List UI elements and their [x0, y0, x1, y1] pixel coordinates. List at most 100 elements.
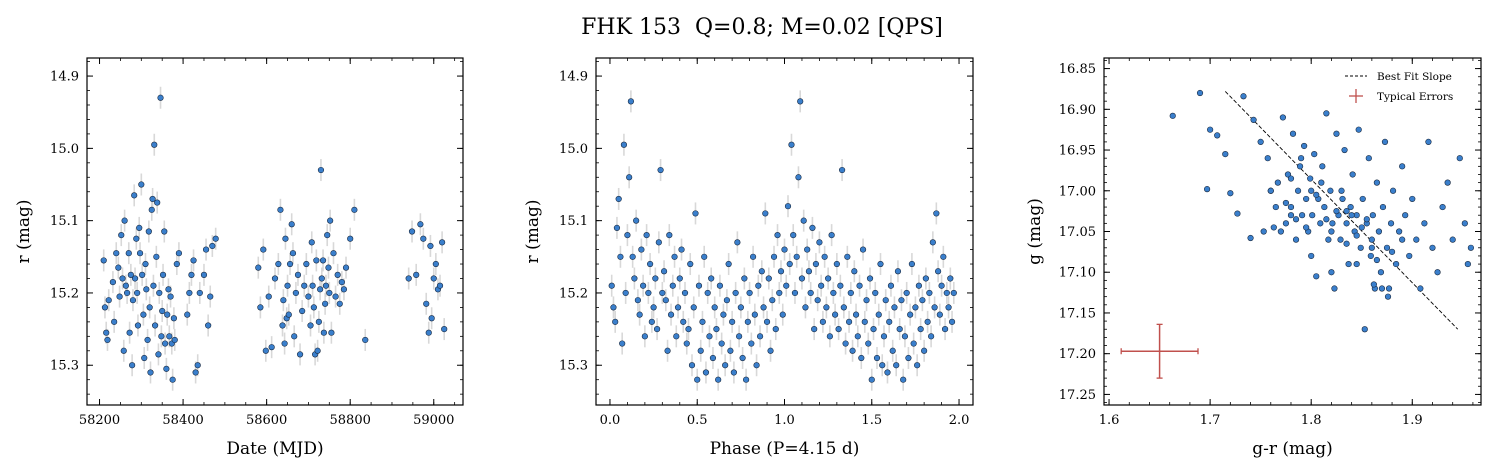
- data-point: [809, 224, 816, 231]
- data-point: [704, 289, 711, 297]
- data-point: [1370, 281, 1377, 288]
- data-point: [608, 282, 615, 289]
- data-point: [260, 246, 267, 253]
- data-point: [408, 228, 416, 235]
- data-point: [732, 289, 739, 297]
- y-tick-label: 15.3: [559, 359, 588, 374]
- data-point: [113, 250, 120, 257]
- data-point: [120, 347, 127, 354]
- data-point: [945, 304, 952, 311]
- data-point: [818, 282, 825, 289]
- data-point: [643, 232, 650, 239]
- data-point: [279, 322, 286, 329]
- y-tick-label: 15.3: [50, 359, 79, 374]
- x-tick-label: 2.0: [949, 413, 970, 428]
- data-point: [699, 318, 706, 325]
- data-point: [852, 311, 860, 318]
- data-point: [1467, 244, 1474, 251]
- data-point: [351, 206, 358, 213]
- data-point: [1434, 269, 1441, 276]
- data-point: [884, 369, 891, 376]
- data-point: [334, 271, 341, 278]
- data-point: [1292, 216, 1300, 223]
- data-point: [756, 333, 764, 340]
- data-point: [1406, 252, 1413, 260]
- data-point: [1383, 244, 1391, 251]
- data-point: [154, 199, 161, 206]
- data-point: [111, 318, 118, 325]
- data-point: [821, 253, 828, 260]
- data-point: [1260, 228, 1267, 235]
- data-point: [328, 329, 335, 336]
- data-point: [730, 369, 737, 376]
- data-point: [149, 195, 156, 203]
- data-point: [1347, 203, 1354, 211]
- data-point: [631, 275, 638, 282]
- data-point: [807, 289, 814, 297]
- data-point: [1337, 236, 1344, 243]
- data-point: [441, 325, 448, 333]
- data-point: [262, 347, 269, 354]
- data-point: [903, 289, 910, 297]
- data-point: [1284, 171, 1292, 178]
- data-point: [1439, 203, 1446, 211]
- data-point: [190, 257, 197, 264]
- data-point: [636, 311, 643, 318]
- data-point: [142, 260, 149, 268]
- data-point: [202, 246, 210, 253]
- data-point: [840, 304, 847, 311]
- data-point: [729, 318, 736, 325]
- data-point: [1169, 112, 1176, 119]
- data-point: [655, 239, 662, 246]
- data-point: [166, 333, 173, 340]
- data-point: [751, 311, 758, 318]
- data-point: [144, 336, 151, 344]
- data-point: [800, 217, 807, 224]
- data-point: [1331, 285, 1338, 292]
- data-point: [1358, 224, 1365, 231]
- data-point: [744, 318, 751, 325]
- data-point: [784, 203, 792, 210]
- data-point: [690, 304, 697, 311]
- axes-frame: [1103, 57, 1482, 406]
- data-point: [159, 271, 167, 278]
- data-point: [1214, 132, 1221, 139]
- data-point: [1247, 234, 1254, 242]
- data-point: [322, 300, 329, 307]
- data-point: [1309, 212, 1316, 219]
- data-point: [131, 192, 138, 199]
- data-point: [657, 166, 664, 174]
- data-point: [779, 311, 786, 318]
- data-point: [626, 174, 633, 181]
- data-point: [425, 329, 432, 336]
- data-point: [825, 275, 832, 282]
- data-point: [1343, 208, 1350, 215]
- data-point: [894, 268, 902, 275]
- data-point: [430, 275, 437, 282]
- data-point: [1464, 260, 1471, 268]
- data-point: [798, 275, 806, 282]
- data-point: [436, 282, 444, 289]
- data-point: [291, 333, 298, 340]
- y-tick-label: 16.95: [1059, 144, 1096, 159]
- data-point: [1274, 179, 1281, 186]
- y-tick-label: 15.2: [559, 286, 588, 301]
- data-point: [926, 289, 933, 297]
- data-point: [164, 311, 171, 318]
- data-point: [660, 268, 668, 275]
- data-point: [633, 217, 640, 224]
- data-point: [405, 275, 412, 282]
- data-point: [136, 250, 144, 257]
- y-tick-label: 17.00: [1059, 184, 1096, 199]
- typical-error-cross: [1120, 323, 1199, 379]
- data-point: [823, 304, 830, 311]
- data-point: [332, 293, 339, 300]
- x-tick-label: 59000: [413, 413, 454, 428]
- data-point: [420, 235, 427, 242]
- data-point: [838, 166, 846, 174]
- data-point: [336, 300, 343, 307]
- data-point: [739, 354, 746, 362]
- data-point: [1313, 191, 1320, 198]
- y-tick-label: 17.05: [1059, 225, 1096, 240]
- data-point: [212, 235, 219, 242]
